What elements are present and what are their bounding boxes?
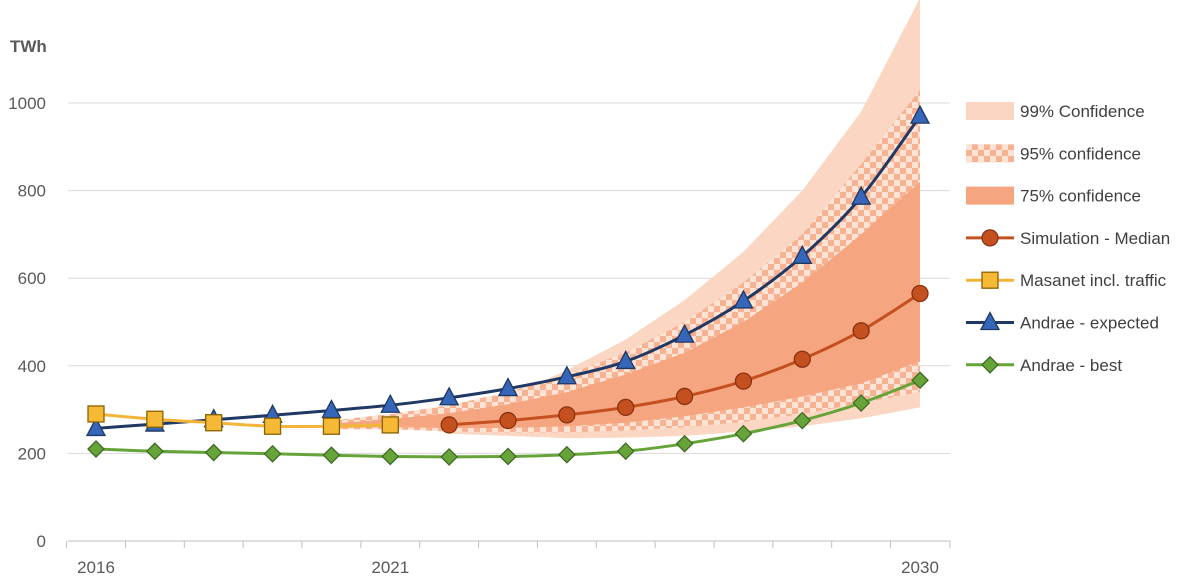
- data-point: [440, 447, 459, 466]
- y-tick-label: 200: [18, 444, 46, 463]
- data-point: [616, 442, 635, 461]
- data-point: [263, 417, 282, 435]
- data-point: [381, 447, 400, 466]
- data-point: [852, 394, 871, 412]
- legend-label: Masanet incl. traffic: [1020, 271, 1167, 290]
- data-point: [911, 284, 929, 303]
- legend-marker: [981, 271, 999, 289]
- legend-swatch: [966, 144, 1014, 163]
- axes: 2016 2021 2030: [66, 540, 951, 577]
- legend-swatch: [966, 186, 1014, 205]
- data-point: [439, 386, 460, 406]
- legend: 99% Confidence 95% confidence 75% confiden…: [966, 102, 1170, 375]
- legend-label: 95% confidence: [1020, 144, 1141, 163]
- data-point: [204, 443, 223, 462]
- legend-label: Andrae - best: [1020, 356, 1122, 375]
- data-point: [557, 445, 576, 464]
- data-point: [205, 414, 223, 432]
- gridlines: 0 200 400 600 800 1000: [8, 94, 950, 551]
- data-point: [793, 350, 811, 368]
- data-point: [381, 416, 399, 434]
- data-point: [851, 185, 872, 205]
- data-point: [499, 447, 517, 466]
- data-point: [499, 411, 517, 430]
- legend-label: Simulation - Median: [1020, 229, 1170, 248]
- data-point: [675, 387, 694, 406]
- x-tick-label: 2021: [371, 558, 409, 577]
- data-point: [263, 444, 282, 463]
- data-point: [440, 416, 458, 434]
- y-tick-label: 400: [18, 357, 46, 376]
- data-point: [911, 371, 929, 390]
- data-point: [497, 377, 519, 397]
- legend-label: 75% confidence: [1020, 187, 1141, 206]
- data-point: [558, 406, 576, 424]
- data-point: [617, 398, 635, 417]
- y-tick-label: 800: [18, 182, 46, 201]
- data-point: [145, 442, 164, 461]
- data-point: [322, 446, 341, 465]
- data-point: [87, 405, 105, 423]
- data-point: [733, 289, 754, 309]
- data-point: [380, 393, 401, 413]
- data-point: [793, 411, 812, 430]
- data-point: [321, 399, 342, 419]
- legend-label: 99% Confidence: [1020, 102, 1145, 121]
- data-point: [734, 424, 753, 443]
- data-point: [852, 322, 870, 340]
- data-point: [556, 365, 577, 385]
- x-tick-label: 2030: [901, 558, 939, 577]
- data-point: [322, 417, 341, 435]
- data-point: [85, 417, 107, 437]
- data-point: [674, 323, 695, 343]
- data-point: [792, 244, 813, 264]
- legend-label: Andrae - expected: [1020, 314, 1159, 333]
- legend-marker: [979, 311, 1001, 331]
- y-tick-label: 1000: [8, 94, 46, 113]
- confidence-band: [331, 181, 920, 428]
- x-tick-label: 2016: [77, 558, 115, 577]
- confidence-bands: [331, 0, 920, 439]
- legend-swatch: [966, 102, 1014, 120]
- series-lines: [85, 104, 931, 466]
- y-axis-unit-label: TWh: [10, 37, 47, 56]
- legend-marker: [981, 229, 999, 247]
- y-tick-label: 600: [18, 269, 46, 288]
- legend-marker: [981, 355, 999, 374]
- data-point: [87, 440, 105, 458]
- data-point: [734, 372, 753, 390]
- y-tick-label: 0: [37, 532, 46, 551]
- data-point: [909, 104, 931, 124]
- data-point: [615, 350, 636, 370]
- data-point: [146, 410, 164, 428]
- data-point: [675, 434, 694, 453]
